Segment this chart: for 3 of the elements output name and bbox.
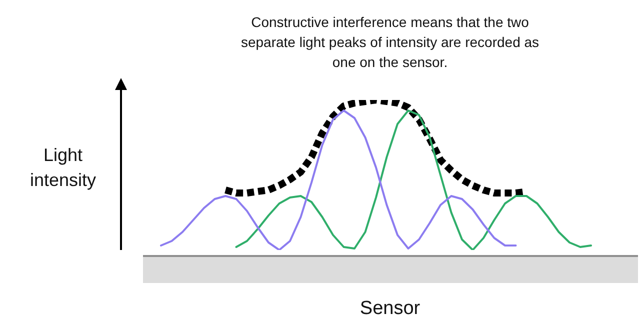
chart-title: Constructive interference means that the two separate light peaks of intensity are recorded as one on the sensor. bbox=[240, 13, 540, 72]
y-axis-title: Light intensity bbox=[28, 144, 98, 192]
x-axis-title: Sensor bbox=[358, 298, 422, 320]
